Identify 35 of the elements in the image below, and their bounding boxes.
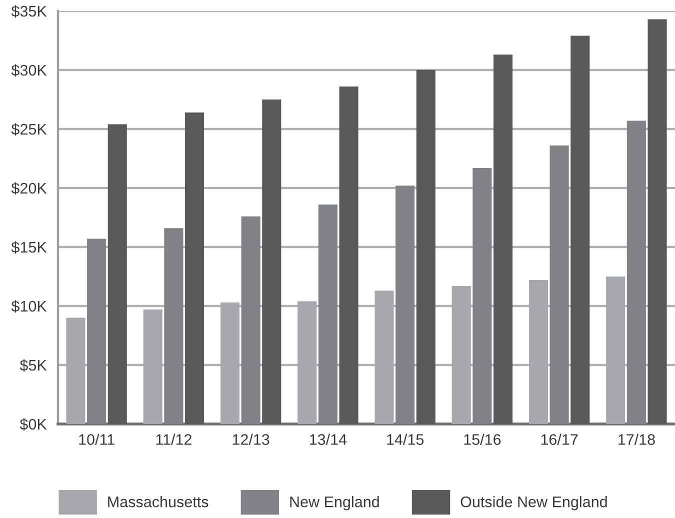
x-tick-label: 15/16 [464,434,501,445]
y-tick-label: $25K [11,123,47,136]
y-tick-label: $0K [20,418,47,431]
bar [241,216,260,424]
bar [472,168,492,424]
y-tick-label: $10K [11,300,47,313]
bar [339,86,358,424]
bar [318,204,338,424]
legend-label: Massachusetts [108,496,208,508]
bar [570,36,590,424]
x-tick-label: 11/12 [156,434,192,445]
bar [550,146,569,424]
y-tick-label: $15K [11,241,47,254]
bar [416,70,436,424]
bar [396,186,415,424]
bar [184,112,204,424]
bar [164,228,184,424]
bar [262,100,282,424]
x-tick-label: 14/15 [387,434,424,445]
bar [87,238,106,424]
bar [493,54,513,424]
y-tick-label: $35K [11,5,47,18]
legend-label: New England [290,496,379,510]
bar [108,124,127,424]
y-tick-label: $5K [20,359,47,372]
x-tick-label: 12/13 [232,434,270,445]
x-tick-label: 17/18 [618,434,655,445]
x-tick-label: 10/11 [79,434,114,445]
x-tick-label: 16/17 [541,434,578,445]
y-tick-label: $30K [11,64,47,77]
bar [648,19,667,424]
y-tick-label: $20K [11,182,47,195]
legend-label: Outside New England [460,496,607,510]
bar [626,120,646,424]
x-tick-label: 13/14 [310,434,347,445]
